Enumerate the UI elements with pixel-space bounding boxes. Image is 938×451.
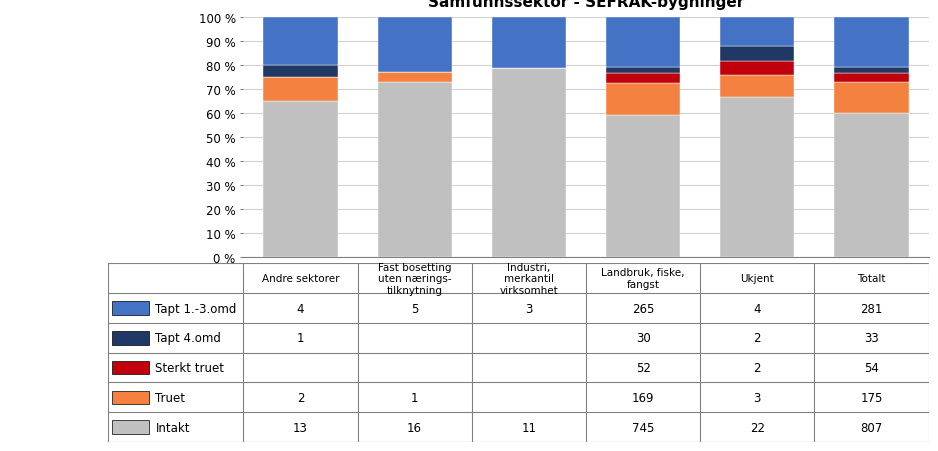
- Text: Landbruk, fiske,
fangst: Landbruk, fiske, fangst: [601, 268, 685, 290]
- Bar: [720, 76, 794, 98]
- Bar: [377, 83, 452, 257]
- Text: 13: 13: [293, 421, 308, 433]
- Text: 807: 807: [860, 421, 883, 433]
- Bar: [606, 68, 680, 74]
- Text: Totalt: Totalt: [857, 274, 885, 284]
- Text: 2: 2: [753, 361, 761, 374]
- Text: Industri,
merkantil
virksomhet: Industri, merkantil virksomhet: [499, 262, 558, 295]
- Text: Andre sektorer: Andre sektorer: [262, 274, 340, 284]
- Bar: [264, 78, 338, 101]
- Text: Ukjent: Ukjent: [740, 274, 774, 284]
- Text: Intakt: Intakt: [156, 421, 190, 433]
- Text: 2: 2: [296, 391, 304, 404]
- Bar: [835, 68, 909, 74]
- Bar: [264, 101, 338, 257]
- Bar: [606, 18, 680, 68]
- Bar: [112, 361, 149, 374]
- Text: 11: 11: [522, 421, 537, 433]
- Bar: [606, 84, 680, 116]
- Bar: [720, 47, 794, 61]
- Text: 175: 175: [860, 391, 883, 404]
- Bar: [835, 114, 909, 257]
- Text: 3: 3: [753, 391, 761, 404]
- Text: 1: 1: [296, 331, 304, 345]
- Bar: [606, 74, 680, 84]
- Bar: [835, 83, 909, 114]
- Text: 22: 22: [749, 421, 764, 433]
- Text: Tapt 1.-3.omd: Tapt 1.-3.omd: [156, 302, 237, 315]
- Text: 745: 745: [632, 421, 654, 433]
- Bar: [264, 66, 338, 78]
- Text: 4: 4: [753, 302, 761, 315]
- Bar: [720, 98, 794, 257]
- Bar: [835, 18, 909, 68]
- Text: 169: 169: [632, 391, 655, 404]
- Text: 3: 3: [525, 302, 533, 315]
- Bar: [492, 18, 566, 69]
- Text: 33: 33: [864, 331, 879, 345]
- Text: 5: 5: [411, 302, 418, 315]
- Text: Tapt 4.omd: Tapt 4.omd: [156, 331, 221, 345]
- Bar: [606, 116, 680, 257]
- Text: Fast bosetting
uten nærings-
tilknytning: Fast bosetting uten nærings- tilknytning: [378, 262, 451, 295]
- Text: 4: 4: [296, 302, 304, 315]
- Text: Truet: Truet: [156, 391, 186, 404]
- Bar: [112, 331, 149, 345]
- Bar: [112, 420, 149, 434]
- Bar: [720, 61, 794, 76]
- Bar: [377, 18, 452, 72]
- Bar: [492, 69, 566, 257]
- Text: 54: 54: [864, 361, 879, 374]
- Text: Sterkt truet: Sterkt truet: [156, 361, 224, 374]
- Bar: [264, 18, 338, 66]
- Bar: [720, 18, 794, 47]
- Text: 52: 52: [636, 361, 651, 374]
- Text: 30: 30: [636, 331, 650, 345]
- Bar: [112, 391, 149, 404]
- Text: 16: 16: [407, 421, 422, 433]
- Bar: [112, 302, 149, 315]
- Bar: [377, 72, 452, 83]
- Title: Samfunnssektor - SEFRAK-bygninger: Samfunnssektor - SEFRAK-bygninger: [428, 0, 744, 10]
- Text: 1: 1: [411, 391, 418, 404]
- Bar: [835, 74, 909, 83]
- Text: 281: 281: [860, 302, 883, 315]
- Text: 265: 265: [632, 302, 654, 315]
- Text: 2: 2: [753, 331, 761, 345]
